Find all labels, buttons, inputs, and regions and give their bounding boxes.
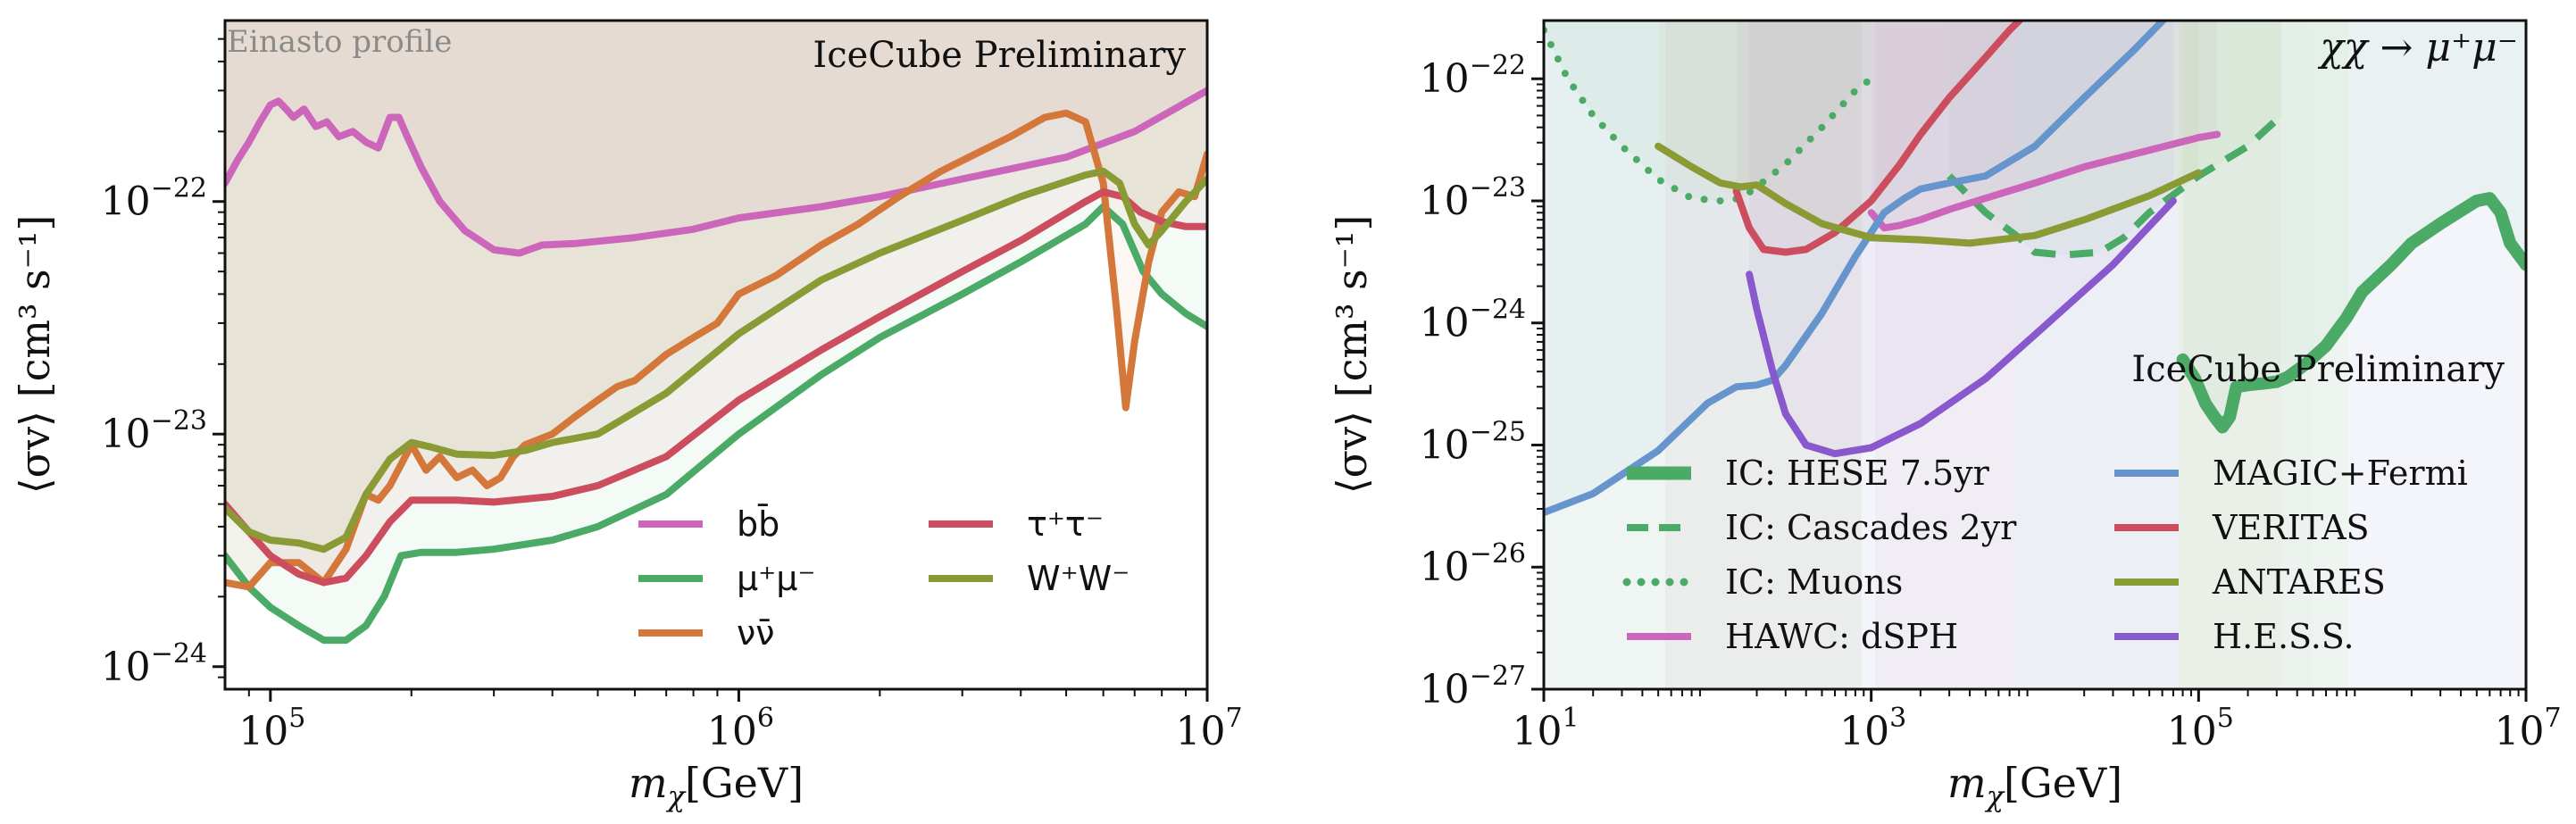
left-line-mu-plusmu-minus [225,203,1207,645]
right-legend-label-veritas: VERITAS [2212,508,2370,547]
right-x-tick-label: 107 [2494,703,2561,754]
left-xlabel: mχ[GeV] [629,759,804,813]
right-fill-h-e-s-s [1749,21,2173,454]
right-fill-antares [1658,21,2199,244]
right-background-bands [1544,21,2526,689]
right-legend-label-ic-hese-7-5yr: IC: HESE 7.5yr [1725,454,1990,493]
right-axis-ticks: 101 103 105 107 10−27 10−26 10−25 10−24 10−23 10−… [1420,41,2562,754]
right-legend: IC: HESE 7.5yr IC: Cascades 2yr IC: Muons H… [1622,454,2468,656]
left-fill-w-plusw-minus [225,21,1207,550]
right-line-antares [1655,142,2203,247]
left-xlabel-unit: [GeV] [685,759,804,807]
right-panel: 101 103 105 107 10−27 10−26 10−25 10−24 10−23 10−… [1328,19,2562,813]
left-fill-nunu-bar [225,21,1207,587]
right-plot-frame [1542,19,2528,691]
right-ylabel: ⟨σv⟩ [cm³ s⁻¹] [1328,215,1376,495]
left-axis-ticks: 105 106 107 10−24 10−23 10−22 [101,37,1243,754]
left-legend-label-bb-bar: bb̄ [737,504,779,544]
left-y-tick-label: 10−22 [101,173,207,225]
left-legend: bb̄ μ⁺μ⁻ νν̄ τ⁺τ⁻ W⁺W⁻ [638,504,1130,653]
right-fill-ic-hese-7-5yr [2182,21,2526,428]
left-y-tick-label: 10−23 [101,405,207,457]
left-plot-frame [223,19,1209,691]
right-channel-label: χχ → μ⁺μ⁻ [2317,25,2518,71]
right-legend-label-ic-cascades-2yr: IC: Cascades 2yr [1725,508,2017,547]
left-fill-mu-plusmu-minus [225,21,1207,641]
left-line-nunu-bar [225,109,1207,591]
right-x-tick-label: 101 [1512,703,1579,754]
left-panel: 105 106 107 10−24 10−23 10−22 Einasto profile… [11,19,1243,813]
right-x-tick-label: 103 [1839,703,1906,754]
left-ylabel: ⟨σv⟩ [cm³ s⁻¹] [11,215,59,495]
right-annotation: IceCube Preliminary [2131,349,2505,390]
left-legend-label-mu-plusmu-minus: μ⁺μ⁻ [737,559,815,598]
right-fill-hawc-dsph [1871,21,2218,229]
left-legend-label-w-plusw-minus: W⁺W⁻ [1027,559,1130,598]
right-line-ic-muons [1544,26,1875,204]
right-excluded-region-fills [1544,21,2526,513]
right-fill-ic-muons [1544,21,1872,201]
right-y-tick-label: 10−27 [1420,661,1526,712]
right-y-tick-label: 10−22 [1420,50,1526,102]
right-curves [1544,21,2526,517]
right-legend-label-ic-muons: IC: Muons [1725,562,1903,602]
right-line-magic-fermi [1544,21,2168,517]
left-x-tick-label: 107 [1175,703,1242,754]
right-line-hawc-dsph [1867,130,2222,232]
right-line-h-e-s-s [1746,197,2177,458]
right-x-tick-label: 105 [2167,703,2234,754]
right-y-tick-label: 10−26 [1420,538,1526,590]
left-fill-bb-bar [225,21,1207,254]
right-legend-label-magic-fermi: MAGIC+Fermi [2213,454,2468,493]
left-line-tau-plustau-minus [225,187,1207,587]
left-curves [225,87,1207,645]
left-annotation: IceCube Preliminary [813,35,1186,76]
left-line-w-plusw-minus [225,167,1207,553]
right-y-tick-label: 10−25 [1420,416,1526,468]
right-line-ic-hese-7-5yr [2176,192,2526,434]
right-legend-label-antares: ANTARES [2212,562,2386,602]
right-y-tick-label: 10−24 [1420,295,1526,346]
right-y-tick-label: 10−23 [1420,172,1526,224]
left-x-tick-label: 106 [707,703,774,754]
right-xlabel: mχ[GeV] [1947,759,2122,813]
left-x-tick-label: 105 [238,703,305,754]
left-legend-label-tau-plustau-minus: τ⁺τ⁻ [1027,504,1104,544]
left-excluded-region-fills [225,21,1207,641]
right-line-ic-cascades-2yr [1947,112,2284,259]
right-xlabel-unit: [GeV] [2004,759,2122,807]
right-fill-ic-cascades-2yr [1949,21,2281,255]
left-corner-note: Einasto profile [227,24,452,60]
left-legend-label-nunu-bar: νν̄ [737,613,774,653]
right-legend-label-hawc-dsph: HAWC: dSPH [1725,617,1958,656]
right-fill-veritas [1736,21,2035,253]
left-y-tick-label: 10−24 [101,638,207,690]
right-legend-label-h-e-s-s: H.E.S.S. [2213,617,2355,656]
left-line-bb-bar [225,87,1207,257]
right-line-veritas [1732,21,2025,256]
